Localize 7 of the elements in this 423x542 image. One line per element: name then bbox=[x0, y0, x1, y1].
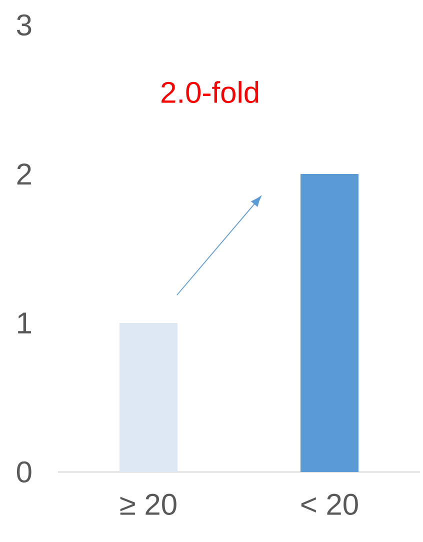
x-tick-label: < 20 bbox=[301, 494, 358, 516]
y-tick-label: 0 bbox=[16, 461, 32, 483]
x-tick-label: ≥ 20 bbox=[120, 494, 176, 516]
y-tick-label: 2 bbox=[17, 164, 31, 184]
annotation: 2.0-fold bbox=[162, 81, 258, 104]
y-tick-label: 3 bbox=[16, 14, 32, 36]
y-tick-label: 1 bbox=[18, 312, 32, 334]
